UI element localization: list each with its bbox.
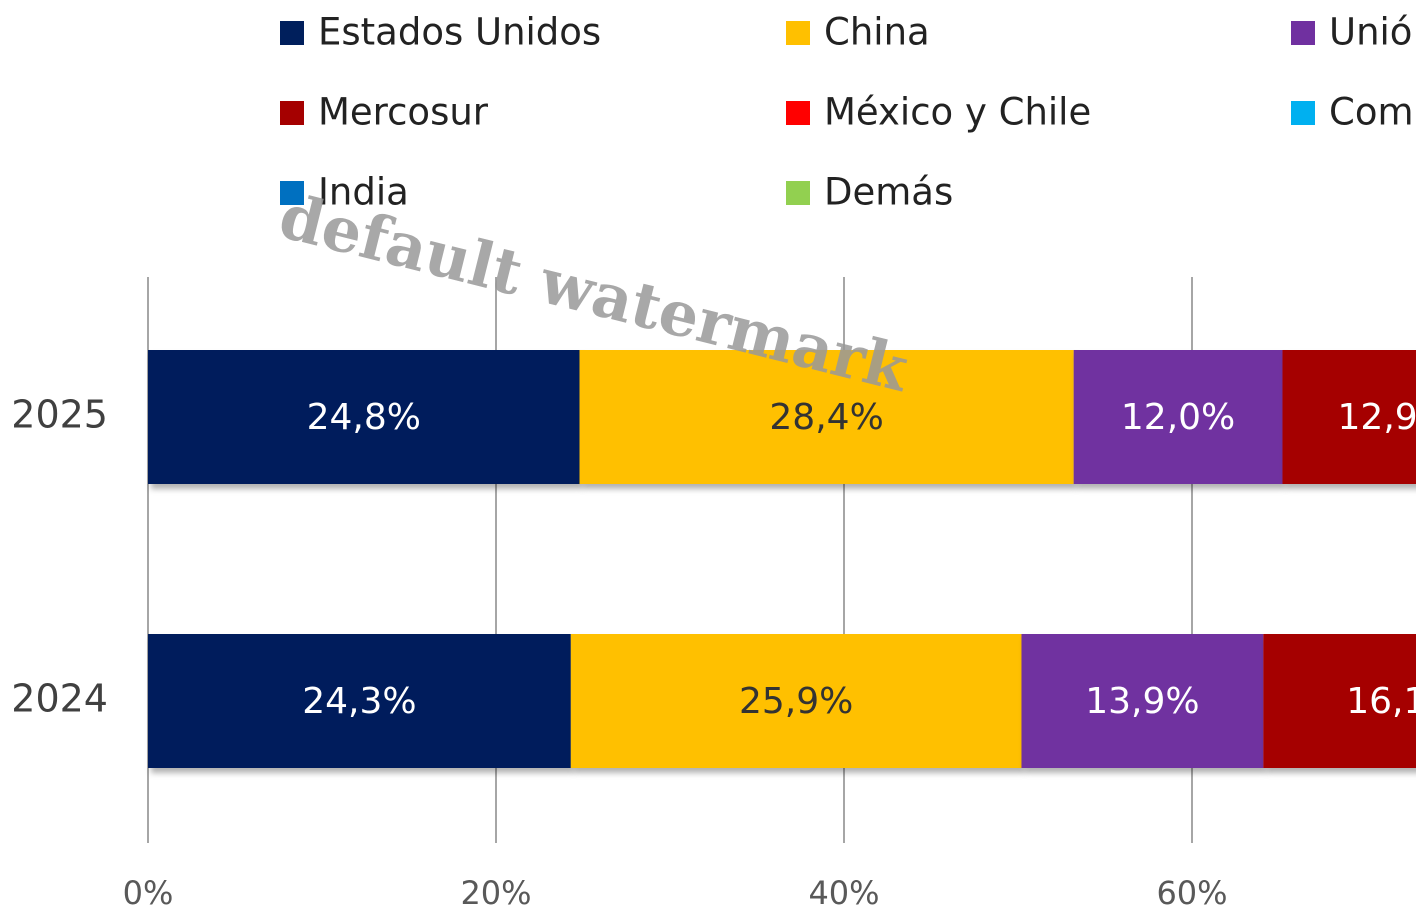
legend-swatch <box>280 181 304 205</box>
data-label: 13,9% <box>1085 681 1199 722</box>
data-label: 25,9% <box>739 681 853 722</box>
legend-swatch <box>786 101 810 125</box>
legend-label: México y Chile <box>824 91 1091 134</box>
data-label: 24,8% <box>307 397 421 438</box>
bar-segment <box>148 350 580 484</box>
data-label: 12,0% <box>1121 397 1235 438</box>
x-tick-label: 60% <box>1156 874 1227 911</box>
bar-segment <box>148 634 571 768</box>
legend-label: China <box>824 11 930 54</box>
data-label: 28,4% <box>769 397 883 438</box>
bar-segment <box>1021 634 1264 768</box>
bars: 2025 24,8% 28,4% 12,0% 12,9% 2024 24,3% 25,9% 13… <box>11 350 1416 768</box>
y-tick-label: 2025 <box>11 393 108 437</box>
legend-swatch <box>786 181 810 205</box>
legend-label: Com <box>1329 91 1414 134</box>
bar-segment <box>1263 634 1416 768</box>
legend-swatch <box>280 101 304 125</box>
legend-swatch <box>1291 101 1315 125</box>
legend-label: Mercosur <box>318 91 489 134</box>
x-tick-label: 20% <box>460 874 531 911</box>
x-tick-label: 40% <box>808 874 879 911</box>
legend-label: Estados Unidos <box>318 11 601 54</box>
legend-swatch <box>280 21 304 45</box>
legend-label: Demás <box>824 171 953 214</box>
legend-swatch <box>786 21 810 45</box>
legend-swatch <box>1291 21 1315 45</box>
bar-segment <box>570 634 1022 768</box>
bar-segment <box>579 350 1074 484</box>
bar-segment <box>1282 350 1416 484</box>
data-label: 16,1% <box>1346 681 1416 722</box>
legend-label: Unió <box>1329 11 1412 54</box>
bar-segment <box>1073 350 1283 484</box>
data-label: 24,3% <box>302 681 416 722</box>
data-label: 12,9% <box>1338 397 1416 438</box>
legend-label: India <box>318 171 409 214</box>
y-tick-label: 2024 <box>11 677 108 721</box>
legend: Estados Unidos China Unió Mercosur México y … <box>280 11 1414 214</box>
x-tick-label: 0% <box>123 874 174 911</box>
